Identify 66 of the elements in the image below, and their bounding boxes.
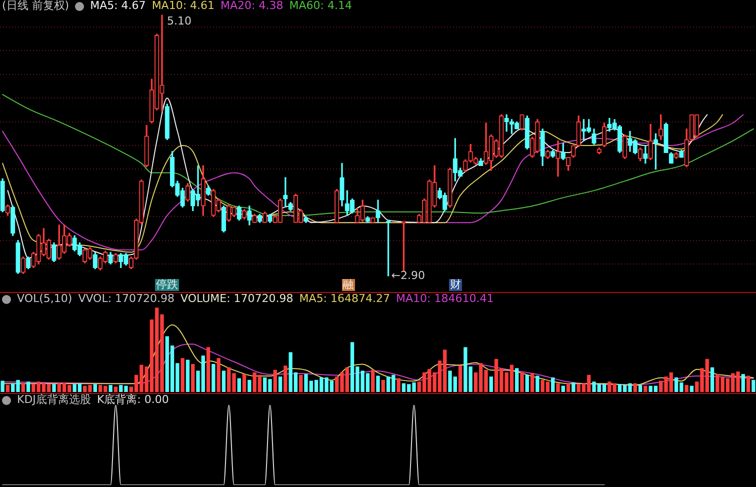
bar [690, 386, 694, 392]
text: MA60: 4.14 [289, 0, 352, 12]
text: 财 [449, 278, 462, 291]
bar [52, 384, 56, 392]
bar [536, 376, 540, 392]
text: MA20: 4.38 [220, 0, 284, 12]
bar [556, 383, 560, 392]
text: 停跌 [154, 278, 179, 291]
bar [752, 380, 756, 392]
bar [644, 386, 648, 392]
bar [299, 374, 303, 392]
bar [746, 376, 750, 392]
bar [396, 378, 400, 392]
series-label: K底背离: 0.00 [96, 393, 169, 406]
bar [520, 372, 524, 392]
bar [6, 384, 10, 392]
bar [371, 370, 375, 392]
annotation: 5.10 [167, 14, 192, 28]
bar [376, 376, 380, 392]
bar [248, 380, 252, 392]
text: MA10: 184610.41 [396, 292, 494, 305]
bar [216, 358, 220, 392]
bar [638, 384, 642, 392]
bar [381, 380, 385, 392]
chart-title: (日线 前复权) [2, 0, 70, 12]
bar [26, 382, 30, 392]
bar [515, 368, 519, 392]
bar [206, 347, 210, 392]
bar [566, 383, 570, 392]
bar [489, 376, 493, 392]
chart-title: VOL(5,10) [17, 292, 72, 305]
bar [525, 374, 529, 392]
bar [21, 383, 25, 392]
chart-title: KDJ底背离选股 [17, 393, 91, 406]
bar [180, 358, 184, 392]
annotation: ←2.90 [391, 268, 426, 282]
bar [458, 366, 462, 392]
bar [284, 366, 288, 392]
bar [237, 378, 241, 392]
bar [278, 376, 282, 392]
bar [741, 374, 745, 392]
bar [191, 364, 195, 392]
series-label: VOLUME: 170720.98 [180, 292, 294, 305]
bar [551, 377, 555, 392]
bar [186, 360, 190, 392]
bar [530, 373, 534, 392]
candlestick [283, 177, 288, 208]
candlestick [556, 140, 560, 177]
bar [273, 370, 277, 392]
bar [710, 367, 714, 392]
bar [222, 370, 226, 392]
bar [212, 364, 216, 392]
bar [242, 374, 246, 392]
bar [114, 386, 118, 392]
bar [572, 382, 576, 392]
bar [93, 384, 97, 392]
bar [684, 384, 688, 392]
bar [561, 386, 565, 392]
text: MA5: 4.67 [90, 0, 146, 12]
text: MA10: 4.61 [152, 0, 215, 12]
bar [633, 383, 637, 392]
bar [108, 384, 112, 392]
text: 融 [342, 278, 355, 291]
text: MA5: 164874.27 [299, 292, 390, 305]
text: VVOL: 170720.98 [78, 292, 175, 305]
bar [0, 380, 4, 392]
